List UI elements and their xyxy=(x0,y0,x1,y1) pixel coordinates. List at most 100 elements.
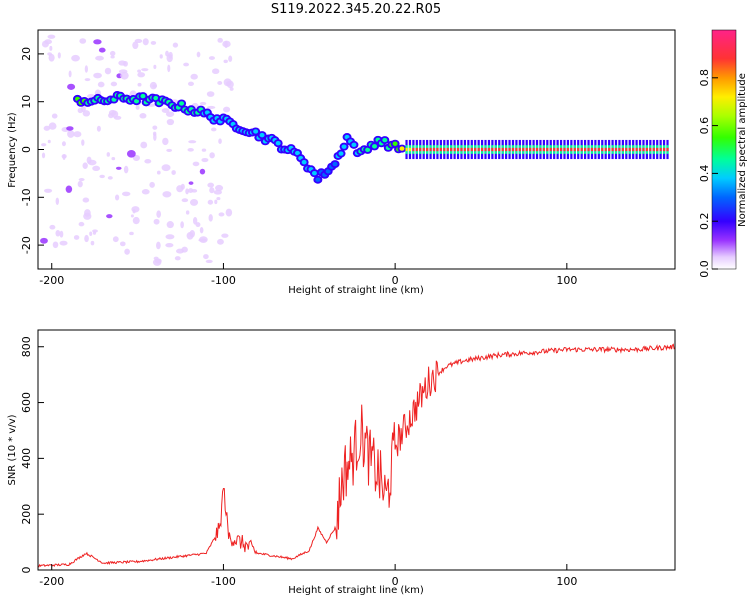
spectrogram-noise-cell xyxy=(82,110,91,117)
spectrogram-track-cell xyxy=(365,147,371,153)
spectrogram-noise-cell xyxy=(207,182,215,188)
spectrogram-noise-cell xyxy=(41,152,46,159)
spectrogram-band-cell xyxy=(501,147,504,152)
spectrogram-noise-cell xyxy=(48,122,57,130)
spectrogram-noise-cell xyxy=(166,54,173,63)
spectrogram-noise-cell xyxy=(137,72,146,78)
colorbar-label: Normalized spectral amplitude xyxy=(737,73,748,227)
spectrogram-noise-cell xyxy=(152,125,158,130)
spectrogram-noise-cell xyxy=(104,67,112,75)
snr-x-tick-label: 100 xyxy=(556,575,577,588)
spectrogram-noise-cell xyxy=(187,188,194,193)
spectrogram-noise-cell xyxy=(57,52,61,59)
spectrogram-x-tick-label: 0 xyxy=(392,274,399,287)
spectrogram-band-cell xyxy=(604,147,607,152)
spectrogram-noise-cell xyxy=(167,64,171,73)
main-title: S119.2022.345.20.22.R05 xyxy=(271,2,441,17)
spectrogram-noise-cell xyxy=(209,187,215,194)
spectrogram-noise-cell xyxy=(65,185,73,193)
spectrogram-band-cell xyxy=(621,147,624,152)
spectrogram-band-cell xyxy=(662,147,666,152)
spectrogram-noise-cell xyxy=(71,54,80,62)
spectrogram-band-cell xyxy=(412,147,415,152)
spectrogram-band-cell xyxy=(439,147,442,152)
spectrogram-noise-cell xyxy=(55,229,61,237)
spectrogram-noise-cell xyxy=(199,168,206,175)
spectrogram-noise-cell xyxy=(141,68,149,72)
spectrogram-x-tick-label: -200 xyxy=(39,274,64,287)
spectrogram-noise-cell xyxy=(162,137,169,146)
spectrogram-y-tick-label: 20 xyxy=(20,47,33,61)
spectrogram-noise-cell xyxy=(217,80,223,85)
spectrogram-noise-cell xyxy=(166,118,175,126)
spectrogram-band-cell xyxy=(450,147,453,152)
spectrogram-noise-cell xyxy=(225,81,232,86)
spectrogram-track-cell xyxy=(134,98,140,104)
spectrogram-noise-cell xyxy=(55,197,60,206)
spectrogram-noise-cell xyxy=(203,254,209,260)
spectrogram-noise-cell xyxy=(78,221,85,227)
colorbar-tick-label: 0.8 xyxy=(698,69,711,87)
colorbar-gradient xyxy=(711,29,737,270)
spectrogram-noise-cell xyxy=(120,71,129,80)
spectrogram-band-cell xyxy=(656,147,659,152)
spectrogram-noise-cell xyxy=(93,72,102,79)
spectrogram-noise-cell xyxy=(106,214,113,219)
spectrogram-track-cell xyxy=(253,129,259,134)
spectrogram-band-cell xyxy=(614,147,618,152)
spectrogram-band-cell xyxy=(601,147,604,152)
spectrogram-noise-cell xyxy=(89,231,93,236)
spectrogram-band-cell xyxy=(580,147,583,152)
spectrogram-noise-cell xyxy=(152,84,157,88)
spectrogram-noise-cell xyxy=(149,181,155,188)
spectrogram-noise-cell xyxy=(84,78,91,82)
spectrogram-band-cell xyxy=(556,147,559,152)
spectrogram-noise-cell xyxy=(109,50,116,56)
spectrogram-band-cell xyxy=(611,147,614,152)
spectrogram-noise-cell xyxy=(224,41,228,49)
spectrogram-noise-cell xyxy=(81,139,85,146)
spectrogram-noise-cell xyxy=(92,165,101,172)
spectrogram-band-cell xyxy=(618,147,621,152)
spectrogram-noise-cell xyxy=(137,69,141,73)
spectrogram-noise-cell xyxy=(61,141,66,147)
snr-x-tick-label: -200 xyxy=(39,575,64,588)
spectrogram-noise-cell xyxy=(206,105,216,109)
spectrogram-band-cell xyxy=(635,147,638,152)
spectrogram-noise-cell xyxy=(98,47,106,53)
snr-x-tick-label: -100 xyxy=(211,575,236,588)
spectrogram-noise-cell xyxy=(115,166,122,170)
spectrogram-noise-cell xyxy=(162,191,172,198)
spectrogram-noise-cell xyxy=(137,82,142,87)
spectrogram-noise-cell xyxy=(130,214,134,218)
spectrogram-noise-cell xyxy=(118,69,128,74)
spectrogram-noise-cell xyxy=(67,130,75,138)
spectrogram-noise-cell xyxy=(218,138,222,144)
spectrogram-noise-cell xyxy=(201,148,207,152)
spectrogram-track-cell xyxy=(399,146,405,151)
colorbar: 0.0 0.2 0.4 0.6 0.8 Normalized spectral ampl… xyxy=(698,29,748,278)
spectrogram-noise-cell xyxy=(77,107,84,114)
spectrogram-band-cell xyxy=(542,147,545,152)
spectrogram-noise-cell xyxy=(211,127,217,132)
spectrogram-noise-cell xyxy=(205,259,213,264)
spectrogram-track-cell xyxy=(372,144,378,149)
spectrogram-noise-cell xyxy=(187,148,194,152)
spectrogram-track-cell xyxy=(153,95,159,101)
spectrogram-noise-cell xyxy=(49,45,53,51)
spectrogram-noise-cell xyxy=(228,55,233,62)
spectrogram-noise-cell xyxy=(166,148,173,153)
snr-y-tick-label: 200 xyxy=(20,504,33,525)
spectrogram-track-cell xyxy=(392,141,398,146)
spectrogram-noise-cell xyxy=(223,59,228,64)
spectrogram-noise-cell xyxy=(40,237,48,244)
spectrogram-band-cell xyxy=(577,147,580,152)
spectrogram-noise-cell xyxy=(112,236,119,243)
spectrogram-band-cell xyxy=(642,147,645,152)
spectrogram-band-cell xyxy=(625,147,628,152)
spectrogram-band-cell xyxy=(429,147,432,152)
spectrogram-band-cell xyxy=(594,147,597,152)
spectrogram-noise-cell xyxy=(206,91,215,97)
